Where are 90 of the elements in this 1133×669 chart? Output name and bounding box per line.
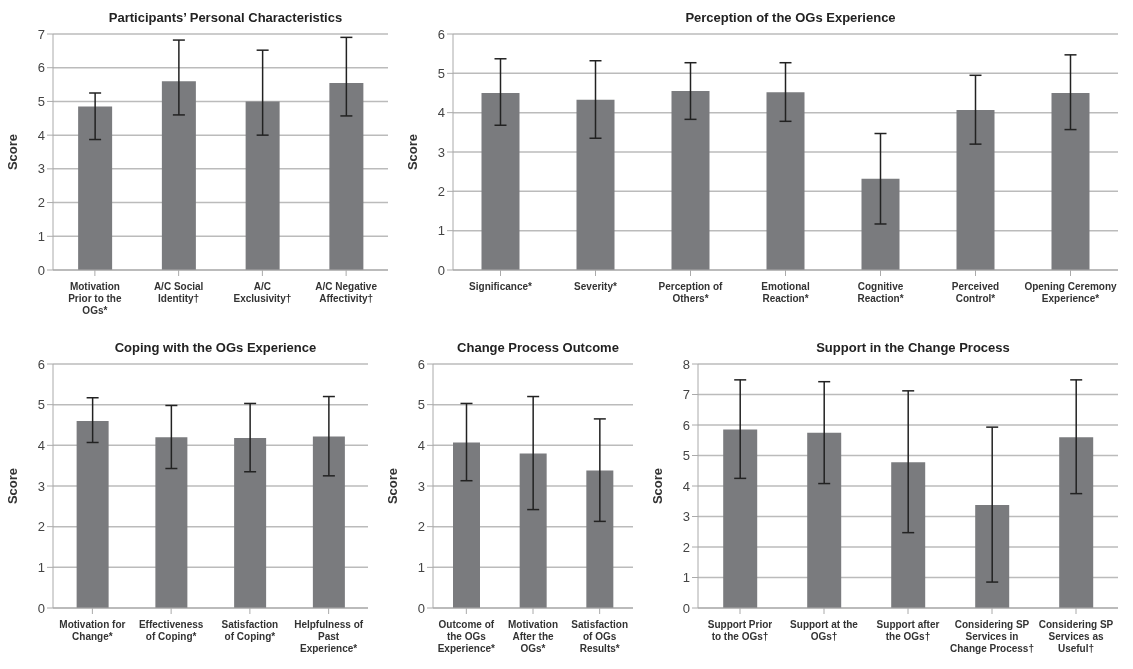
y-tick-label: 2 <box>682 539 690 555</box>
y-tick-label: 3 <box>682 509 690 525</box>
x-tick-label: Severity* <box>574 281 618 292</box>
bar <box>1059 437 1094 608</box>
y-tick-label: 6 <box>37 356 45 372</box>
x-tick-label: Perception of Others* <box>658 281 724 304</box>
x-tick-label: Motivation for Change* <box>59 619 126 642</box>
chart-title: Perception of the OGs Experience <box>684 9 897 27</box>
y-tick-label: 3 <box>37 478 45 494</box>
x-tick-label: Emotional Reaction* <box>761 281 810 304</box>
y-tick-label: 2 <box>37 519 45 535</box>
x-tick-label: A/C Exclusivity† <box>233 281 292 304</box>
y-tick-label: 7 <box>682 387 690 403</box>
y-tick-label: 6 <box>37 60 45 76</box>
y-tick-label: 0 <box>37 600 45 616</box>
x-tick-label: Considering SP Services in Change Process† <box>950 619 1034 654</box>
y-tick-label: 2 <box>437 183 445 199</box>
y-axis-title: Score <box>649 467 665 505</box>
bar <box>576 99 615 270</box>
x-tick-label: Effectiveness of Coping* <box>138 619 204 642</box>
y-tick-label: 5 <box>437 65 445 81</box>
y-tick-label: 6 <box>417 356 425 372</box>
y-tick-label: 0 <box>37 262 45 278</box>
bar <box>586 470 614 608</box>
x-tick-label: Support after the OGs† <box>876 619 940 642</box>
y-axis-title: Score <box>384 467 400 505</box>
bar <box>861 178 900 270</box>
y-tick-label: 5 <box>417 397 425 413</box>
x-tick-label: Considering SP Services as Useful† <box>1038 619 1114 654</box>
chart-title: Support in the Change Process <box>815 339 1011 357</box>
bar <box>329 82 364 270</box>
chart-title: Change Process Outcome <box>456 339 620 357</box>
x-tick-label: Motivation After the OGs* <box>508 619 558 654</box>
y-tick-label: 3 <box>437 144 445 160</box>
y-tick-label: 5 <box>37 94 45 110</box>
x-tick-label: Satisfaction of Coping* <box>221 619 279 642</box>
chart-title: Participants’ Personal Characteristics <box>107 9 344 27</box>
y-axis-title: Score <box>4 133 20 171</box>
y-tick-label: 1 <box>37 559 45 575</box>
y-tick-label: 1 <box>682 570 690 586</box>
y-tick-label: 2 <box>37 195 45 211</box>
y-tick-label: 1 <box>37 228 45 244</box>
x-tick-label: Perceived Control* <box>951 281 1000 304</box>
y-tick-label: 0 <box>682 600 690 616</box>
x-tick-label: Cognitive Reaction* <box>857 281 904 304</box>
y-tick-label: 0 <box>437 262 445 278</box>
bar <box>723 429 758 608</box>
y-tick-label: 3 <box>37 161 45 177</box>
y-tick-label: 4 <box>682 478 690 494</box>
y-axis-title: Score <box>404 133 420 171</box>
chart-title: Coping with the OGs Experience <box>113 339 318 357</box>
x-tick-label: Support Prior to the OGs† <box>707 619 773 642</box>
bar <box>671 91 710 270</box>
y-axis-title: Score <box>4 467 20 505</box>
bar <box>766 92 805 270</box>
y-tick-label: 1 <box>437 223 445 239</box>
x-tick-label: A/C Negative Affectivity† <box>315 281 378 304</box>
bar <box>956 109 995 270</box>
bar <box>245 101 280 270</box>
y-tick-label: 4 <box>417 437 425 453</box>
x-tick-label: Satisfaction of OGs Results* <box>571 619 629 654</box>
x-tick-label: Opening Ceremony Experience* <box>1024 281 1118 304</box>
y-tick-label: 2 <box>417 519 425 535</box>
y-tick-label: 6 <box>682 417 690 433</box>
bar <box>1051 93 1090 270</box>
y-tick-label: 3 <box>417 478 425 494</box>
x-tick-label: Outcome of the OGs Experience* <box>437 619 496 654</box>
bar <box>891 462 926 608</box>
y-tick-label: 5 <box>37 397 45 413</box>
bar <box>453 442 480 608</box>
x-tick-label: Support at the OGs† <box>790 619 859 642</box>
y-tick-label: 1 <box>417 559 425 575</box>
y-tick-label: 6 <box>437 26 445 42</box>
y-tick-label: 5 <box>682 448 690 464</box>
bar <box>161 81 196 270</box>
x-tick-label: Significance* <box>469 281 532 292</box>
x-tick-label: Helpfulness of Past Experience* <box>294 619 364 654</box>
bar <box>78 106 113 270</box>
y-tick-label: 7 <box>37 26 45 42</box>
bar <box>807 432 842 608</box>
x-tick-label: Motivation Prior to the OGs* <box>68 281 122 316</box>
y-tick-label: 4 <box>37 127 45 143</box>
y-tick-label: 4 <box>437 105 445 121</box>
bar <box>519 453 547 608</box>
y-tick-label: 0 <box>417 600 425 616</box>
y-tick-label: 8 <box>682 356 690 372</box>
y-tick-label: 4 <box>37 437 45 453</box>
bar <box>975 504 1010 608</box>
x-tick-label: A/C Social Identity† <box>153 281 204 304</box>
bar <box>481 93 520 270</box>
